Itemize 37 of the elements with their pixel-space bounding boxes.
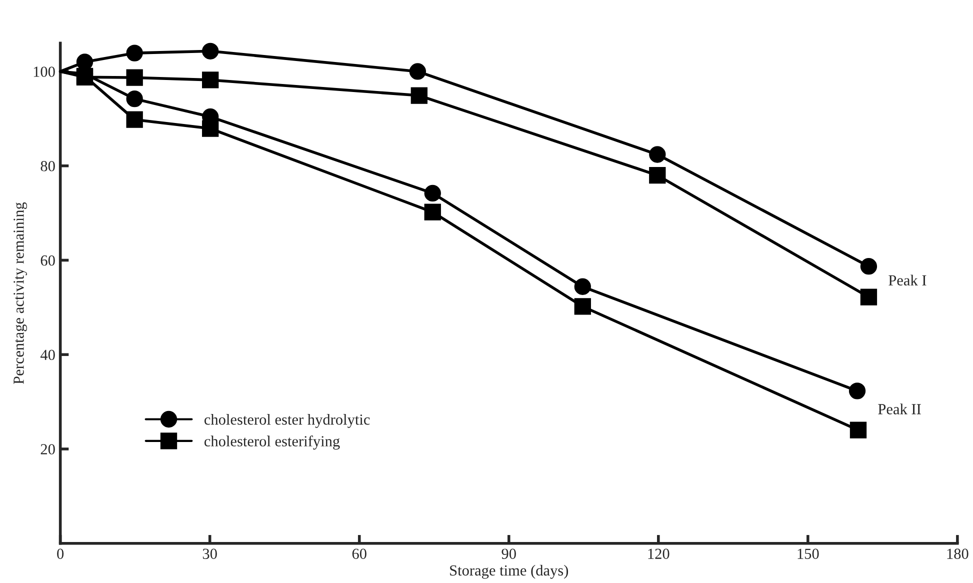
annotation: Peak I	[888, 274, 926, 286]
point	[410, 87, 428, 104]
point	[850, 422, 867, 438]
point	[202, 120, 219, 137]
x-tick-label: 30	[202, 548, 217, 559]
x-tick-label: 120	[648, 548, 670, 559]
x-axis-title: Storage time (days)	[450, 564, 568, 579]
y-axis-title: Percentage activity remaining	[14, 202, 27, 384]
point	[574, 278, 591, 295]
point	[126, 44, 143, 62]
point	[649, 166, 666, 184]
point	[126, 90, 143, 108]
point	[649, 146, 666, 163]
legend-label: cholesterol ester hydrolytic	[204, 414, 370, 428]
x-tick-label: 90	[502, 548, 516, 559]
legend-label: cholesterol esterifying	[204, 436, 340, 450]
y-tick-label: 20	[40, 444, 55, 454]
y-tick-label: 80	[40, 160, 55, 172]
y-tick-label: 60	[40, 255, 55, 266]
point	[860, 258, 878, 275]
y-tick-label: 40	[40, 350, 55, 360]
point	[424, 204, 441, 220]
point	[126, 69, 143, 86]
point	[848, 382, 866, 400]
point	[409, 63, 426, 80]
y-tick-label: 100	[34, 66, 55, 77]
x-tick-label: 180	[947, 548, 968, 559]
annotation: Peak II	[878, 404, 921, 414]
point	[202, 42, 219, 60]
x-tick-label: 60	[352, 548, 366, 559]
x-tick-label: 0	[57, 548, 64, 559]
point	[202, 72, 219, 88]
point	[860, 288, 878, 306]
point	[574, 298, 591, 315]
point	[424, 184, 441, 202]
point	[126, 111, 143, 128]
x-tick-label: 150	[798, 548, 819, 559]
